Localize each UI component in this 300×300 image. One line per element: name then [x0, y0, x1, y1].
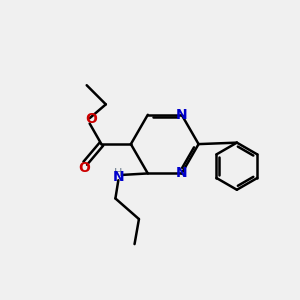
Text: N: N	[112, 170, 124, 184]
Text: N: N	[176, 167, 188, 180]
Text: O: O	[78, 161, 90, 175]
Text: O: O	[85, 112, 97, 126]
Text: N: N	[176, 108, 188, 122]
Text: H: H	[114, 168, 122, 178]
